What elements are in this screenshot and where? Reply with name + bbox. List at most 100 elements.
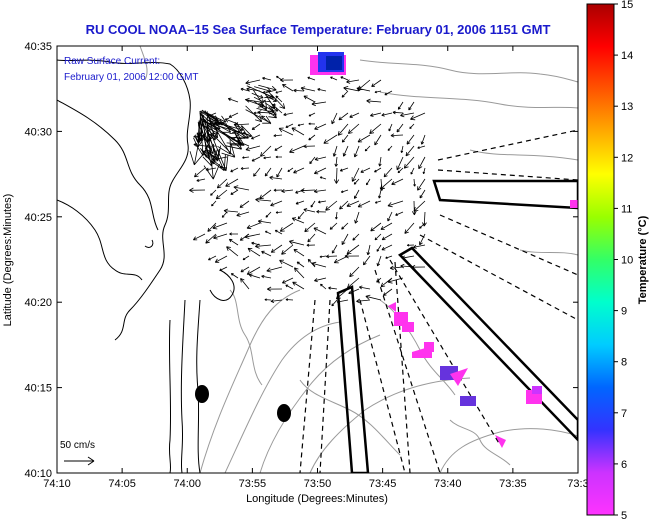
colorbar-tick-label: 13 <box>621 101 633 113</box>
current-vector <box>281 188 294 193</box>
current-vector <box>314 277 327 283</box>
current-vector <box>396 123 404 133</box>
current-vector <box>351 167 360 182</box>
current-vector <box>352 233 360 241</box>
current-vector <box>363 255 371 266</box>
colorbar-label: Temperature (°C) <box>637 215 649 304</box>
current-vector <box>206 112 249 139</box>
current-vector <box>385 255 393 259</box>
current-vector <box>376 255 382 267</box>
current-vector <box>264 230 272 235</box>
current-vector <box>264 298 272 302</box>
current-vector <box>255 197 272 203</box>
colorbar-tick-label: 12 <box>621 152 633 164</box>
current-vector <box>308 134 316 141</box>
current-vector <box>219 266 228 272</box>
current-vector <box>406 243 415 247</box>
current-vector <box>263 156 272 160</box>
current-vector <box>246 222 261 230</box>
current-vector <box>250 134 261 140</box>
current-vector <box>357 134 371 143</box>
current-vector <box>411 200 417 216</box>
current-vector <box>422 167 426 175</box>
current-vector <box>233 185 250 191</box>
current-vector <box>275 95 283 103</box>
current-vector <box>205 119 229 172</box>
current-vector <box>275 155 282 159</box>
colorbar-tick-label: 7 <box>621 408 627 420</box>
current-vector <box>331 299 338 307</box>
current-vector <box>203 124 220 180</box>
scale-arrow <box>64 456 95 466</box>
colorbar-tick-label: 8 <box>621 357 627 369</box>
current-vector <box>300 188 316 193</box>
current-vector <box>211 200 217 207</box>
current-vector <box>259 189 272 200</box>
current-vector <box>346 79 360 84</box>
current-vector <box>313 189 327 194</box>
colorbar-tick-label: 9 <box>621 306 627 318</box>
current-vector <box>346 244 360 255</box>
current-vector <box>262 76 272 81</box>
y-tick-label: 40:15 <box>24 383 52 395</box>
current-vector <box>227 97 239 103</box>
current-vector <box>275 90 283 94</box>
current-vector <box>210 189 217 196</box>
current-vector <box>371 79 382 87</box>
x-tick-label: 73:55 <box>239 478 267 490</box>
current-vector <box>409 123 415 129</box>
current-vector <box>314 123 327 130</box>
current-vector <box>285 298 294 301</box>
current-vector <box>240 166 250 170</box>
current-vector <box>248 273 261 279</box>
current-vector <box>307 76 316 81</box>
current-vector <box>260 145 272 157</box>
x-axis-label: Longitude (Degrees:Minutes) <box>246 493 388 505</box>
current-vector <box>297 123 305 127</box>
current-vector <box>274 145 283 151</box>
colorbar-tick-label: 5 <box>621 510 627 519</box>
current-vector <box>374 200 382 204</box>
current-vector <box>387 277 404 284</box>
current-vector <box>204 110 231 155</box>
current-vector <box>195 124 202 143</box>
current-vector <box>285 123 294 128</box>
current-vector <box>310 200 316 208</box>
current-vector <box>215 189 228 200</box>
coastline <box>57 59 235 473</box>
x-axis-ticks: 74:10 74:05 74:00 73:55 73:50 73:45 73:40 73:35… <box>43 46 589 490</box>
radar-site-marker <box>195 385 209 403</box>
current-vector <box>276 167 283 178</box>
current-vector <box>342 145 349 157</box>
x-tick-label: 73:3 <box>567 478 588 490</box>
x-tick-label: 73:40 <box>434 478 462 490</box>
current-vector <box>245 109 272 124</box>
current-vector <box>384 90 393 96</box>
y-tick-label: 40:20 <box>24 297 52 309</box>
current-vector <box>295 200 305 205</box>
current-vector <box>307 233 316 243</box>
current-vector <box>341 222 349 230</box>
current-vector <box>390 133 404 138</box>
current-vector <box>189 187 206 193</box>
current-vector <box>336 299 349 304</box>
current-vector <box>308 122 316 126</box>
current-vector <box>245 145 261 152</box>
current-vector <box>296 261 305 268</box>
current-vector <box>412 244 426 249</box>
current-vector <box>331 244 338 254</box>
current-vector <box>330 76 338 81</box>
current-vector <box>279 222 294 232</box>
current-vector <box>240 266 250 273</box>
scale-label: 50 cm/s <box>60 440 95 451</box>
current-vector <box>391 178 404 186</box>
current-vector <box>269 175 283 180</box>
current-vector <box>230 189 239 195</box>
current-vector <box>374 90 382 94</box>
current-vector <box>400 112 415 118</box>
current-vector <box>195 111 209 156</box>
current-vector <box>263 99 272 103</box>
current-vector <box>270 299 283 303</box>
current-vector <box>366 98 382 104</box>
current-vector <box>347 123 360 134</box>
